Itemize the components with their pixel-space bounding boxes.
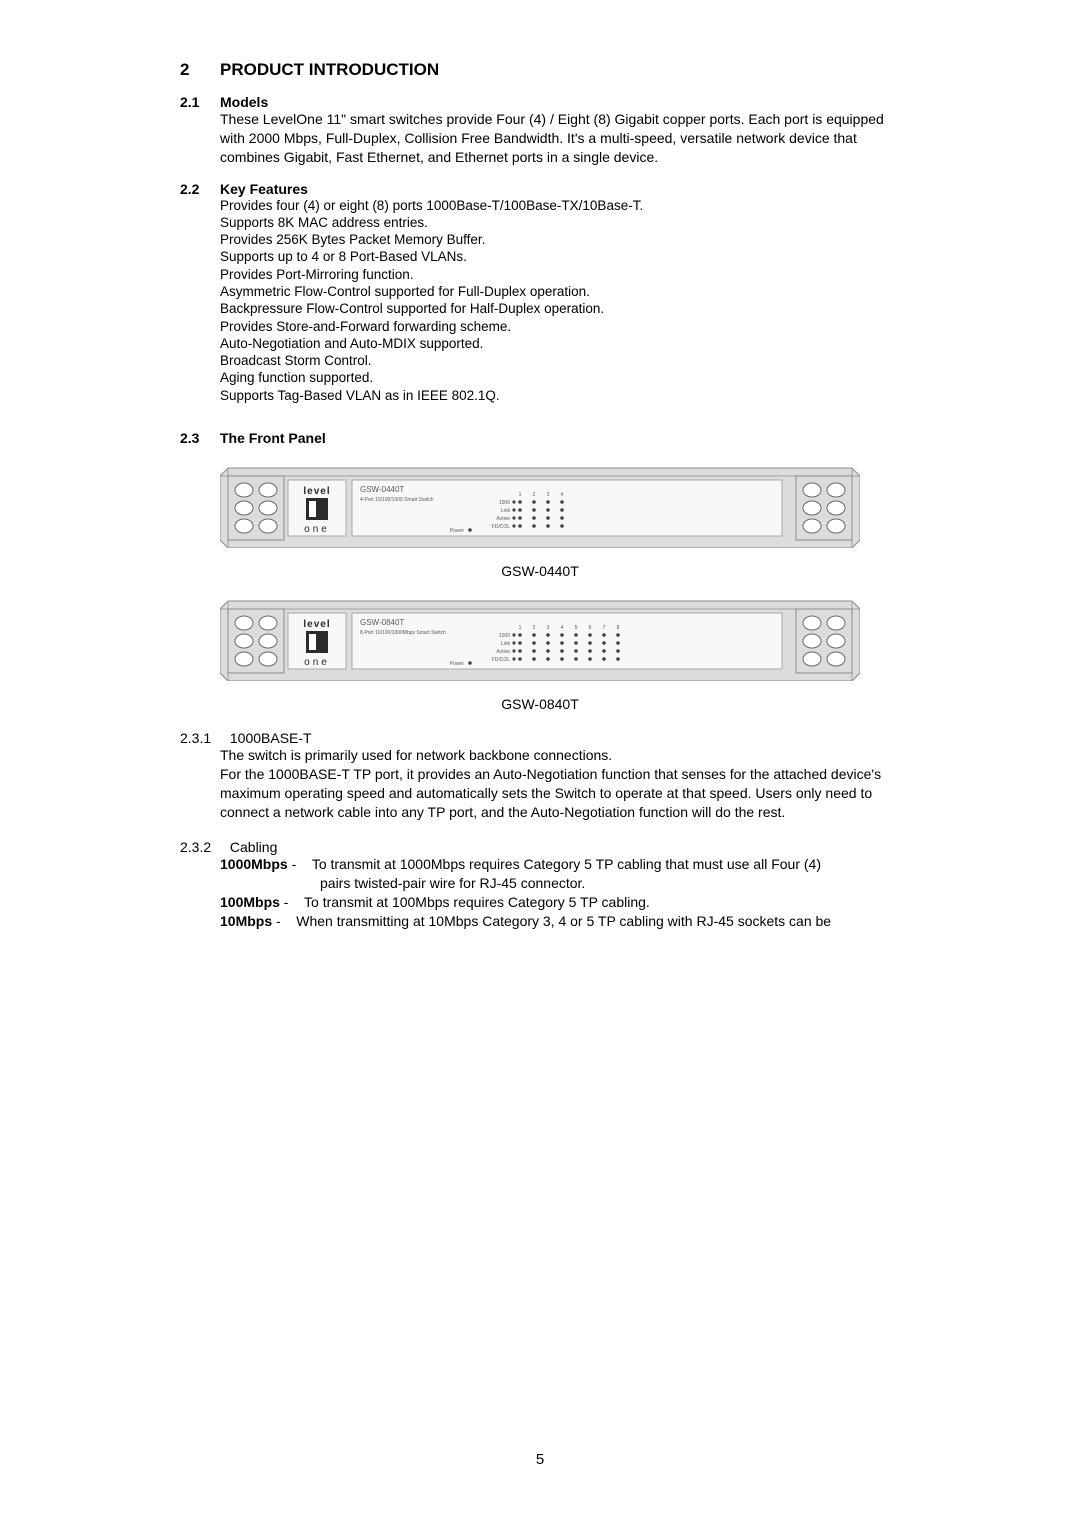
heading-title: Models — [220, 94, 268, 110]
svg-text:1: 1 — [519, 625, 522, 631]
key-features-list: Provides four (4) or eight (8) ports 100… — [220, 197, 900, 404]
feature-item: Auto-Negotiation and Auto-MDIX supported… — [220, 335, 900, 352]
feature-item: Supports 8K MAC address entries. — [220, 214, 900, 231]
feature-item: Aging function supported. — [220, 369, 900, 386]
svg-text:5: 5 — [575, 625, 578, 631]
heading-number: 2.3.2 — [180, 839, 226, 855]
svg-text:3: 3 — [547, 625, 550, 631]
svg-text:FD/COL: FD/COL — [492, 524, 511, 530]
front-panel-8port: level one GSW-0840T 8-Port 10/100/1000Mb… — [220, 595, 860, 686]
heading-number: 2.3.1 — [180, 730, 226, 746]
feature-item: Supports up to 4 or 8 Port-Based VLANs. — [220, 248, 900, 265]
heading-title: 1000BASE-T — [230, 730, 312, 746]
cabling-row: 100Mbps - To transmit at 100Mbps require… — [220, 893, 900, 912]
svg-text:Active: Active — [496, 516, 510, 522]
heading-2-title: PRODUCT INTRODUCTION — [220, 60, 439, 80]
model-text-4: GSW-0440T — [360, 485, 404, 494]
svg-text:level: level — [303, 619, 330, 630]
svg-text:one: one — [304, 657, 330, 668]
heading-number: 2.3 — [180, 430, 220, 446]
svg-text:6: 6 — [589, 625, 592, 631]
svg-text:1: 1 — [519, 492, 522, 498]
power-label-4: Power — [450, 528, 465, 534]
svg-text:7: 7 — [603, 625, 606, 631]
svg-text:2: 2 — [533, 625, 536, 631]
svg-text:4: 4 — [561, 625, 564, 631]
base-t-line2: For the 1000BASE-T TP port, it provides … — [220, 765, 900, 822]
heading-2-3-1: 2.3.1 1000BASE-T — [180, 730, 900, 746]
feature-item: Provides four (4) or eight (8) ports 100… — [220, 197, 900, 214]
svg-text:Link: Link — [501, 641, 511, 647]
svg-text:1000: 1000 — [499, 500, 510, 506]
front-panel-8port-svg: level one GSW-0840T 8-Port 10/100/1000Mb… — [220, 595, 860, 681]
feature-item: Provides 256K Bytes Packet Memory Buffer… — [220, 231, 900, 248]
page-number: 5 — [0, 1451, 1080, 1468]
heading-2-1: 2.1 Models — [180, 94, 900, 110]
cabling-row: 1000Mbps - To transmit at 1000Mbps requi… — [220, 855, 900, 874]
heading-title: Cabling — [230, 839, 277, 855]
cabling-row: 10Mbps - When transmitting at 10Mbps Cat… — [220, 912, 900, 931]
svg-text:FD/COL: FD/COL — [492, 657, 511, 663]
feature-item: Provides Port-Mirroring function. — [220, 266, 900, 283]
models-text: These LevelOne 11" smart switches provid… — [220, 110, 900, 167]
heading-2-3: 2.3 The Front Panel — [180, 430, 900, 446]
cabling-row-cont: pairs twisted-pair wire for RJ-45 connec… — [220, 874, 900, 893]
svg-text:4: 4 — [561, 492, 564, 498]
brand-bot: one — [304, 524, 330, 535]
model-desc-4: 4-Port 10/100/1000 Smart Switch — [360, 497, 434, 503]
heading-number: 2.1 — [180, 94, 220, 110]
caption-8port: GSW-0840T — [180, 696, 900, 712]
caption-4port: GSW-0440T — [180, 563, 900, 579]
svg-text:Active: Active — [496, 649, 510, 655]
model-text-8: GSW-0840T — [360, 618, 404, 627]
heading-2-2: 2.2 Key Features — [180, 181, 900, 197]
svg-text:2: 2 — [533, 492, 536, 498]
svg-text:3: 3 — [547, 492, 550, 498]
feature-item: Broadcast Storm Control. — [220, 352, 900, 369]
svg-text:1000: 1000 — [499, 633, 510, 639]
front-panel-4port: level one GSW-0440T 4-Port 10/100/1000 S… — [220, 462, 860, 553]
heading-2-number: 2 — [180, 60, 220, 80]
heading-title: Key Features — [220, 181, 308, 197]
brand-top: level — [303, 486, 330, 497]
heading-2-3-2: 2.3.2 Cabling — [180, 839, 900, 855]
svg-text:Power: Power — [450, 661, 465, 667]
feature-item: Asymmetric Flow-Control supported for Fu… — [220, 283, 900, 300]
feature-item: Provides Store-and-Forward forwarding sc… — [220, 318, 900, 335]
heading-2: 2 PRODUCT INTRODUCTION — [180, 60, 900, 80]
feature-item: Supports Tag-Based VLAN as in IEEE 802.1… — [220, 387, 900, 404]
feature-item: Backpressure Flow-Control supported for … — [220, 300, 900, 317]
front-panel-4port-svg: level one GSW-0440T 4-Port 10/100/1000 S… — [220, 462, 860, 548]
document-page: 2 PRODUCT INTRODUCTION 2.1 Models These … — [0, 0, 1080, 1528]
cabling-block: 1000Mbps - To transmit at 1000Mbps requi… — [220, 855, 900, 931]
model-desc-8: 8-Port 10/100/1000Mbps Smart Switch — [360, 630, 446, 636]
base-t-line1: The switch is primarily used for network… — [220, 746, 900, 765]
svg-text:8: 8 — [617, 625, 620, 631]
heading-number: 2.2 — [180, 181, 220, 197]
svg-text:Link: Link — [501, 508, 511, 514]
heading-title: The Front Panel — [220, 430, 326, 446]
